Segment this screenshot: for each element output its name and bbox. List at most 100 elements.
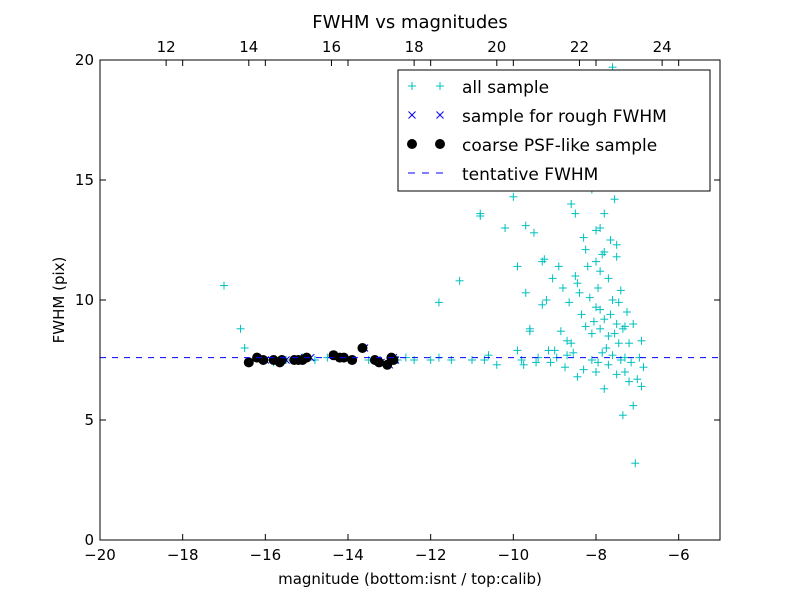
data-point bbox=[240, 344, 249, 352]
data-point bbox=[587, 329, 596, 338]
top-x-tick-label: 22 bbox=[570, 38, 589, 56]
top-x-tick-label: 20 bbox=[487, 38, 506, 56]
data-point bbox=[606, 236, 615, 244]
data-point bbox=[625, 339, 634, 348]
legend-entry-all-sample: all sample bbox=[408, 78, 549, 98]
data-point bbox=[521, 221, 530, 230]
data-point bbox=[243, 357, 254, 368]
data-point bbox=[575, 288, 584, 297]
data-point bbox=[614, 298, 623, 307]
data-point bbox=[625, 377, 634, 386]
data-point bbox=[610, 195, 619, 204]
data-point bbox=[577, 310, 586, 319]
data-point bbox=[604, 360, 613, 369]
data-point bbox=[220, 281, 228, 290]
data-point bbox=[579, 365, 588, 374]
data-point bbox=[620, 368, 629, 376]
data-point bbox=[614, 339, 623, 348]
data-point bbox=[554, 262, 563, 271]
y-tick-label: 15 bbox=[75, 171, 94, 189]
data-point bbox=[581, 245, 590, 254]
data-point bbox=[612, 370, 621, 379]
data-point bbox=[548, 274, 557, 283]
data-point bbox=[347, 355, 358, 365]
data-point bbox=[434, 298, 443, 307]
data-point bbox=[540, 255, 549, 264]
data-point bbox=[567, 200, 576, 208]
data-point bbox=[542, 296, 551, 304]
data-point bbox=[513, 262, 522, 271]
y-tick-label: 20 bbox=[75, 51, 94, 69]
marker-stroke bbox=[436, 111, 444, 119]
data-point bbox=[236, 324, 245, 333]
marker-stroke bbox=[408, 111, 416, 119]
data-point bbox=[563, 336, 572, 345]
y-tick-label: 10 bbox=[75, 291, 94, 309]
data-point bbox=[598, 250, 607, 259]
data-point bbox=[544, 346, 553, 355]
data-point bbox=[592, 257, 600, 266]
data-point bbox=[476, 209, 485, 218]
data-point bbox=[598, 348, 607, 357]
data-point bbox=[594, 358, 603, 367]
data-point bbox=[388, 355, 399, 365]
legend-label-all-sample: all sample bbox=[462, 78, 549, 98]
legend-marker-dot bbox=[407, 139, 445, 149]
data-point bbox=[561, 363, 569, 372]
data-point bbox=[581, 322, 590, 331]
data-point bbox=[374, 357, 384, 368]
data-point bbox=[513, 346, 522, 355]
data-point bbox=[594, 284, 603, 292]
data-point bbox=[596, 324, 605, 333]
y-tick-label: 5 bbox=[84, 411, 94, 429]
legend-plus-left bbox=[408, 82, 416, 90]
x-tick-label: −6 bbox=[668, 546, 690, 564]
data-point bbox=[276, 355, 287, 365]
legend-box bbox=[397, 69, 711, 192]
top-x-tick-label: 24 bbox=[653, 38, 672, 56]
data-point bbox=[596, 224, 605, 232]
top-x-tick-label: 18 bbox=[405, 38, 424, 56]
data-point bbox=[530, 228, 538, 237]
legend-dot-left bbox=[407, 139, 417, 149]
data-point bbox=[620, 353, 629, 362]
y-tick-label: 0 bbox=[84, 531, 94, 549]
data-point bbox=[501, 224, 510, 232]
data-point bbox=[600, 384, 609, 393]
legend-plus-right bbox=[436, 82, 444, 90]
legend-label-tentative-fwhm: tentative FWHM bbox=[462, 165, 598, 185]
data-point bbox=[585, 293, 594, 302]
legend-entry-tentative-fwhm: tentative FWHM bbox=[408, 165, 598, 185]
data-point bbox=[571, 209, 580, 218]
data-point bbox=[608, 296, 617, 304]
data-point bbox=[631, 459, 640, 468]
data-point bbox=[629, 401, 638, 410]
data-point bbox=[610, 329, 619, 338]
data-point bbox=[629, 320, 638, 328]
top-x-tick-label: 14 bbox=[239, 38, 258, 56]
x-tick-label: −14 bbox=[332, 546, 364, 564]
data-point bbox=[612, 320, 621, 328]
data-point bbox=[604, 274, 613, 283]
data-point bbox=[558, 284, 567, 292]
data-point bbox=[357, 343, 368, 353]
data-point bbox=[596, 305, 605, 314]
data-point bbox=[633, 375, 642, 384]
legend-marker-plus bbox=[408, 82, 444, 90]
data-point bbox=[258, 355, 269, 365]
data-point bbox=[600, 315, 609, 324]
data-point bbox=[519, 360, 528, 369]
data-point bbox=[592, 226, 600, 235]
x-axis-label: magnitude (bottom:isnt / top:calib) bbox=[278, 570, 542, 588]
data-point bbox=[618, 324, 627, 333]
legend-x-left bbox=[408, 111, 416, 119]
y-axis-label: FWHM (pix) bbox=[50, 257, 68, 344]
data-point bbox=[637, 382, 646, 391]
x-tick-label: −12 bbox=[415, 546, 447, 564]
data-point bbox=[596, 267, 605, 276]
data-point bbox=[569, 348, 578, 357]
data-point bbox=[567, 339, 576, 348]
data-point bbox=[616, 286, 625, 295]
chart-title: FWHM vs magnitudes bbox=[312, 12, 507, 33]
